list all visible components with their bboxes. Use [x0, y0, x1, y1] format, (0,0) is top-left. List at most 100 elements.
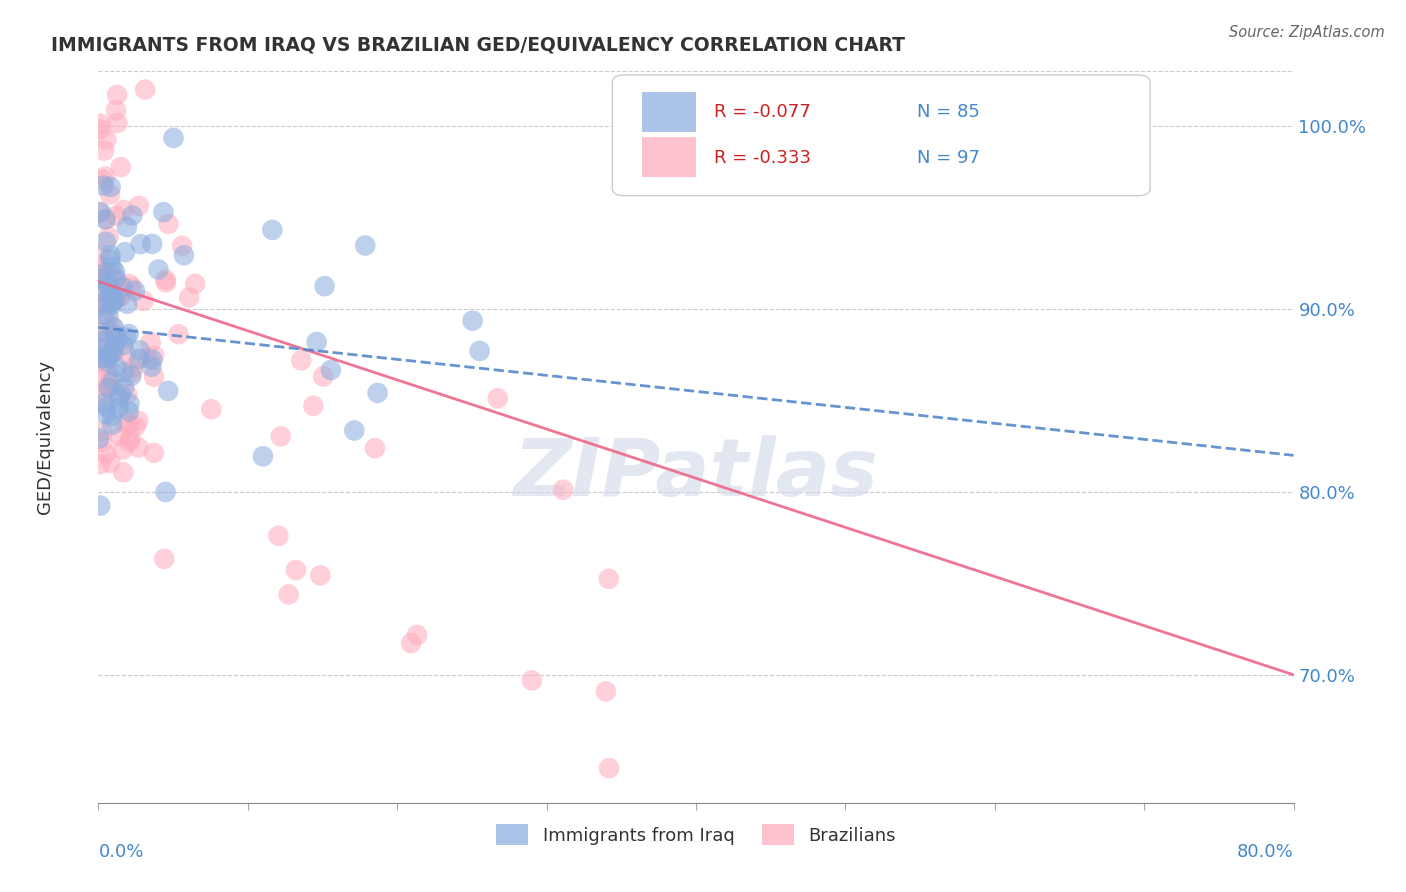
Point	[89, 205, 111, 219]
Point	[97, 380, 120, 394]
Point	[121, 280, 143, 294]
Point	[364, 442, 387, 456]
Point	[114, 245, 136, 260]
Point	[399, 636, 422, 650]
Point	[124, 284, 146, 298]
Point	[89, 258, 111, 272]
Point	[105, 209, 128, 223]
Point	[100, 296, 122, 310]
Point	[94, 380, 117, 394]
Point	[89, 431, 111, 445]
Point	[97, 279, 120, 293]
Point	[89, 270, 111, 285]
Point	[598, 761, 620, 775]
Point	[309, 568, 332, 582]
Point	[91, 435, 114, 450]
Point	[121, 361, 143, 376]
Point	[155, 485, 177, 500]
Point	[128, 351, 150, 366]
Point	[89, 117, 111, 131]
Point	[110, 160, 132, 174]
Point	[101, 319, 124, 334]
Point	[98, 380, 121, 394]
Point	[100, 326, 122, 341]
Point	[94, 308, 117, 322]
Point	[96, 359, 118, 373]
Point	[143, 349, 166, 363]
Point	[98, 351, 121, 365]
Point	[314, 279, 336, 293]
Point	[96, 355, 118, 369]
Point	[121, 209, 143, 223]
Point	[302, 399, 325, 413]
Point	[93, 308, 115, 322]
Point	[124, 419, 146, 434]
Point	[104, 274, 127, 288]
Point	[141, 236, 163, 251]
Point	[141, 359, 163, 374]
Text: R = -0.077: R = -0.077	[714, 103, 811, 120]
Point	[104, 345, 127, 359]
Point	[167, 327, 190, 342]
Point	[101, 297, 124, 311]
Point	[118, 417, 141, 431]
Point	[112, 381, 135, 395]
Point	[94, 343, 117, 357]
Point	[100, 288, 122, 302]
Point	[152, 205, 174, 219]
Point	[105, 87, 128, 102]
Point	[107, 332, 129, 346]
Point	[115, 387, 138, 401]
Point	[94, 235, 117, 249]
Point	[120, 431, 142, 445]
Bar	[643, 137, 696, 178]
Point	[143, 369, 166, 384]
Point	[277, 587, 299, 601]
Point	[90, 342, 112, 356]
Point	[343, 424, 366, 438]
Point	[107, 401, 129, 415]
Point	[98, 252, 121, 267]
Point	[89, 457, 111, 471]
Point	[112, 338, 135, 352]
Point	[148, 262, 170, 277]
Text: IMMIGRANTS FROM IRAQ VS BRAZILIAN GED/EQUIVALENCY CORRELATION CHART: IMMIGRANTS FROM IRAQ VS BRAZILIAN GED/EQ…	[51, 36, 904, 54]
Point	[132, 293, 155, 308]
Point	[107, 116, 129, 130]
Point	[598, 572, 620, 586]
Point	[112, 365, 135, 379]
Point	[461, 314, 484, 328]
Point	[104, 271, 127, 285]
Point	[319, 363, 342, 377]
Point	[100, 379, 122, 393]
Point	[94, 169, 117, 184]
Point	[97, 279, 120, 293]
Point	[91, 425, 114, 439]
Point	[200, 402, 222, 417]
Point	[112, 465, 135, 479]
Legend: Immigrants from Iraq, Brazilians: Immigrants from Iraq, Brazilians	[489, 817, 903, 852]
Point	[89, 289, 111, 303]
Point	[312, 369, 335, 384]
Point	[128, 199, 150, 213]
Point	[96, 376, 118, 390]
Point	[100, 180, 122, 194]
Point	[93, 178, 115, 193]
Point	[115, 220, 138, 235]
Point	[110, 289, 132, 303]
Point	[105, 103, 128, 118]
Point	[406, 628, 429, 642]
Point	[120, 368, 142, 383]
Point	[153, 552, 176, 566]
Point	[270, 429, 292, 443]
Point	[90, 268, 112, 283]
Point	[93, 396, 115, 410]
Text: ZIPatlas: ZIPatlas	[513, 434, 879, 513]
Point	[118, 404, 141, 418]
Point	[305, 334, 328, 349]
Point	[108, 391, 131, 405]
Point	[97, 229, 120, 244]
Point	[105, 359, 128, 374]
Point	[89, 246, 111, 260]
Point	[103, 321, 125, 335]
